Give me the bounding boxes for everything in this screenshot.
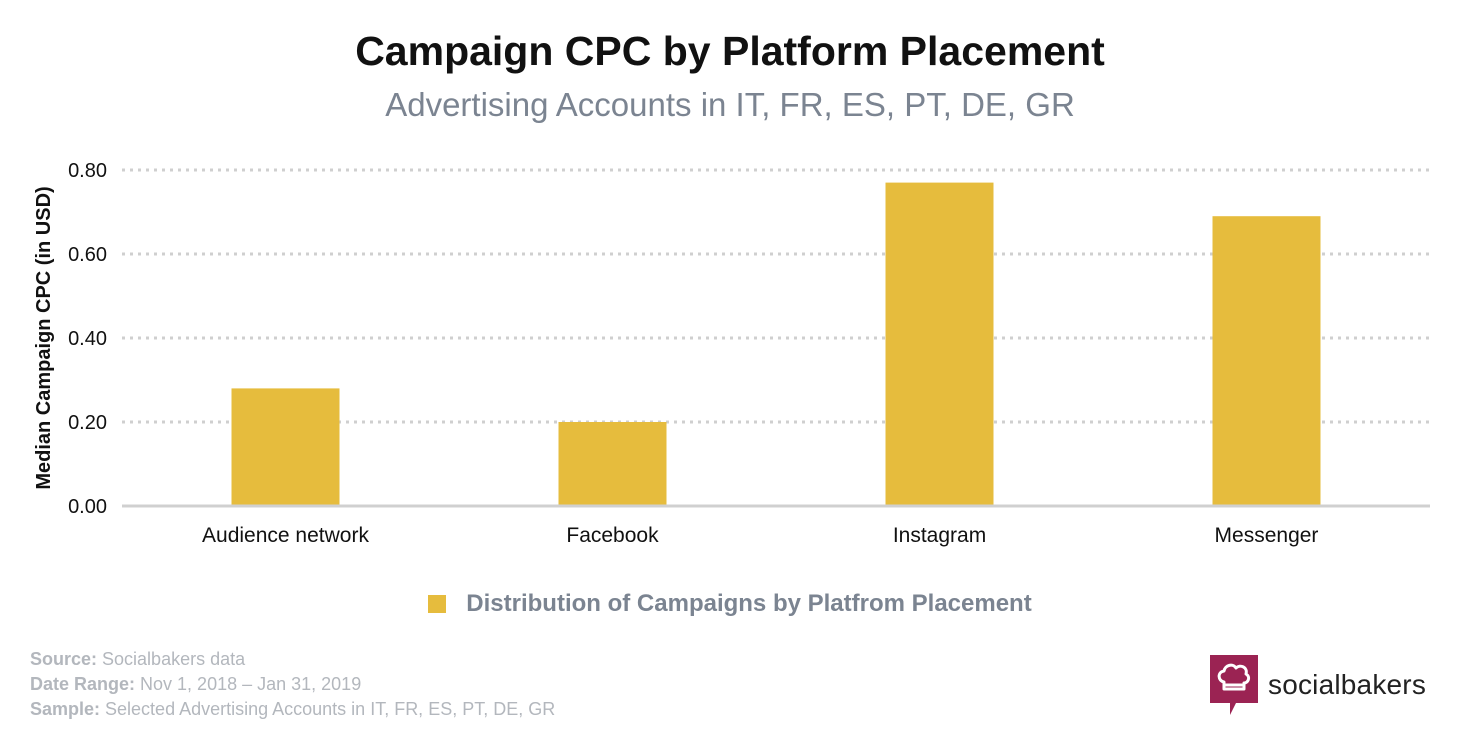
x-tick-label: Facebook: [566, 524, 659, 547]
date-range-value: Nov 1, 2018 – Jan 31, 2019: [135, 674, 362, 694]
legend-swatch: [428, 595, 447, 613]
sample-value: Selected Advertising Accounts in IT, FR,…: [100, 699, 556, 719]
chef-hat-icon: [1210, 655, 1258, 715]
y-tick-label: 0.20: [68, 412, 107, 434]
x-axis-ticks: Audience network Facebook Instagram Messeng…: [202, 524, 1318, 547]
bar-facebook: [558, 422, 667, 506]
y-tick-label: 0.00: [68, 496, 107, 518]
x-tick-label: Messenger: [1215, 524, 1319, 547]
legend-label: Distribution of Campaigns by Platfrom Pl…: [466, 590, 1032, 617]
date-range-label: Date Range:: [30, 674, 136, 694]
logo-text: socialbakers: [1268, 669, 1427, 700]
y-tick-label: 0.40: [68, 328, 107, 350]
y-tick-label: 0.60: [68, 244, 107, 266]
bar-audience-network: [231, 388, 340, 506]
x-tick-label: Instagram: [893, 524, 986, 547]
footer-notes: Source: Socialbakers data Date Range: No…: [30, 647, 555, 722]
source-line: Source: Socialbakers data: [30, 647, 555, 672]
date-range-line: Date Range: Nov 1, 2018 – Jan 31, 2019: [30, 672, 555, 697]
chart-title: Campaign CPC by Platform Placement: [355, 28, 1105, 74]
sample-label: Sample:: [30, 699, 101, 719]
x-tick-label: Audience network: [202, 524, 369, 547]
bar-instagram: [885, 182, 994, 506]
chart-subtitle: Advertising Accounts in IT, FR, ES, PT, …: [385, 86, 1075, 123]
gridlines: [122, 168, 1430, 424]
legend: Distribution of Campaigns by Platfrom Pl…: [0, 590, 1460, 618]
y-tick-label: 0.80: [68, 160, 107, 182]
socialbakers-logo: socialbakers: [1210, 655, 1426, 715]
y-axis-ticks: 0.00 0.20 0.40 0.60 0.80: [68, 160, 107, 518]
bar-messenger: [1212, 216, 1321, 506]
source-value: Socialbakers data: [97, 649, 246, 669]
y-axis-label: Median Campaign CPC (in USD): [33, 186, 55, 489]
source-label: Source:: [30, 649, 98, 669]
sample-line: Sample: Selected Advertising Accounts in…: [30, 697, 555, 722]
bars: [231, 182, 1321, 506]
